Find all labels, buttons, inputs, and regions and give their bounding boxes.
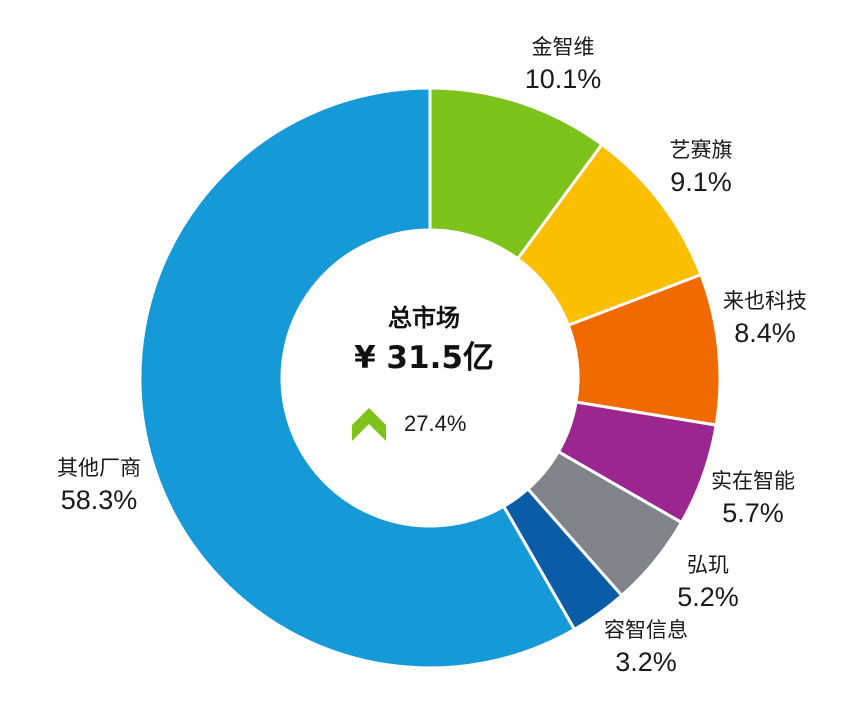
slice-label-value-5: 5.2% — [677, 582, 739, 612]
center-growth-value: 27.4% — [404, 411, 466, 436]
chevron-up-icon — [352, 408, 386, 441]
slice-label-name-2: 艺赛旗 — [670, 138, 733, 162]
slice-label-name-7: 其他厂商 — [57, 456, 141, 480]
slice-7 — [138, 86, 576, 670]
slice-label-value-2: 9.1% — [670, 167, 732, 197]
slice-label-value-1: 10.1% — [525, 64, 602, 94]
slice-label-name-3: 来也科技 — [723, 289, 807, 313]
center-summary: 总市场 ¥ 31.5亿 27.4% — [352, 304, 494, 441]
slice-label-value-7: 58.3% — [61, 485, 138, 515]
center-value: ¥ 31.5亿 — [354, 340, 494, 376]
slice-label-name-4: 实在智能 — [711, 469, 795, 493]
slice-label-value-4: 5.7% — [722, 498, 784, 528]
slice-label-name-6: 容智信息 — [604, 618, 688, 642]
slice-labels: 金智维 10.1% 艺赛旗 9.1% 来也科技 8.4% 实在智能 5.7% 弘玑 5.2% 容智信… — [57, 35, 807, 677]
donut-slices — [138, 86, 722, 670]
slice-label-value-3: 8.4% — [734, 318, 796, 348]
slice-label-value-6: 3.2% — [615, 647, 677, 677]
slice-label-name-1: 金智维 — [532, 35, 595, 59]
center-title: 总市场 — [388, 304, 460, 332]
slice-label-name-5: 弘玑 — [687, 553, 729, 577]
